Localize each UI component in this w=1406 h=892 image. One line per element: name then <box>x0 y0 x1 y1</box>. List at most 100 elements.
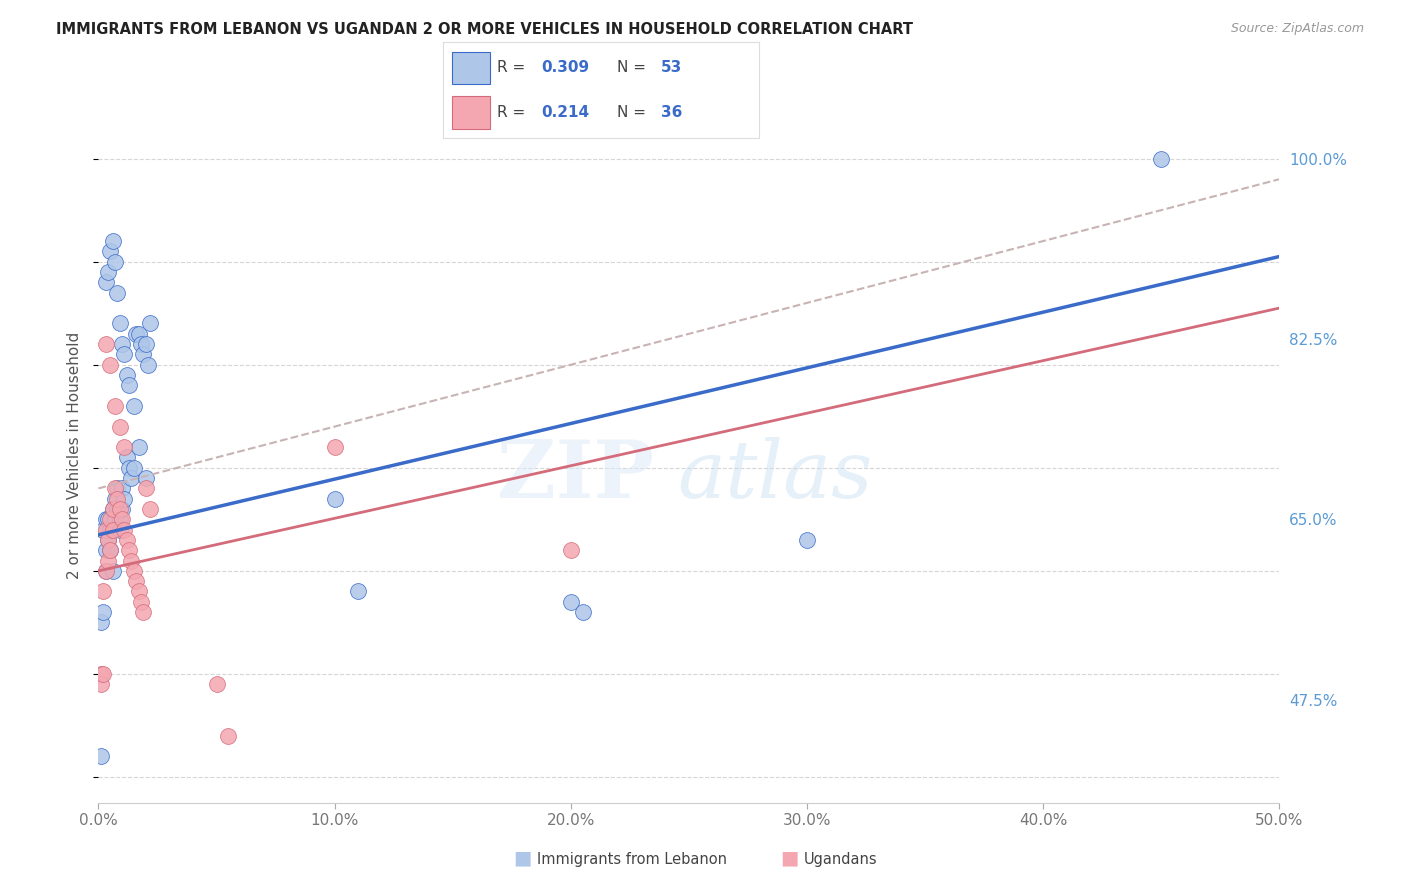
Point <box>122 564 145 578</box>
Point <box>98 543 121 558</box>
Point <box>112 523 135 537</box>
Point <box>129 595 152 609</box>
Point <box>104 254 127 268</box>
Point <box>139 502 162 516</box>
Text: N =: N = <box>617 104 651 120</box>
Text: IMMIGRANTS FROM LEBANON VS UGANDAN 2 OR MORE VEHICLES IN HOUSEHOLD CORRELATION C: IMMIGRANTS FROM LEBANON VS UGANDAN 2 OR … <box>56 22 914 37</box>
Point <box>108 502 131 516</box>
Point <box>104 399 127 413</box>
Point <box>135 337 157 351</box>
Text: ZIP: ZIP <box>496 437 654 515</box>
Text: Source: ZipAtlas.com: Source: ZipAtlas.com <box>1230 22 1364 36</box>
Point <box>105 502 128 516</box>
Point <box>94 564 117 578</box>
Point <box>796 533 818 547</box>
Text: 53: 53 <box>661 61 682 76</box>
Point <box>98 358 121 372</box>
Point <box>571 605 593 619</box>
Text: R =: R = <box>496 104 530 120</box>
Point <box>128 440 150 454</box>
Y-axis label: 2 or more Vehicles in Household: 2 or more Vehicles in Household <box>67 331 83 579</box>
Point <box>111 482 134 496</box>
Point <box>105 491 128 506</box>
Point <box>115 450 138 465</box>
Point <box>132 605 155 619</box>
Point <box>98 512 121 526</box>
Text: Immigrants from Lebanon: Immigrants from Lebanon <box>537 852 727 867</box>
Point <box>94 337 117 351</box>
Point <box>94 512 117 526</box>
Point <box>112 440 135 454</box>
Text: 36: 36 <box>661 104 682 120</box>
Point <box>90 749 112 764</box>
Point <box>128 326 150 341</box>
Point <box>132 347 155 361</box>
Point <box>111 512 134 526</box>
Point <box>97 553 120 567</box>
Point <box>94 564 117 578</box>
Point <box>111 502 134 516</box>
Point <box>91 667 114 681</box>
Point <box>104 482 127 496</box>
Point <box>118 460 141 475</box>
Point <box>94 543 117 558</box>
Point <box>125 326 148 341</box>
Point <box>98 523 121 537</box>
Point <box>97 533 120 547</box>
Point <box>94 523 117 537</box>
Point <box>135 471 157 485</box>
Point <box>98 244 121 259</box>
Point <box>121 553 143 567</box>
Point <box>122 460 145 475</box>
Point <box>139 317 162 331</box>
Text: 0.214: 0.214 <box>541 104 589 120</box>
Text: ■: ■ <box>513 848 531 867</box>
Point <box>118 378 141 392</box>
Point <box>112 491 135 506</box>
Point <box>125 574 148 589</box>
Point <box>323 491 346 506</box>
Point <box>101 564 124 578</box>
Point <box>91 523 114 537</box>
Point <box>101 523 124 537</box>
Point <box>97 533 120 547</box>
Point <box>94 275 117 289</box>
Point <box>1150 152 1173 166</box>
Point <box>91 584 114 599</box>
Point <box>108 317 131 331</box>
Point <box>101 502 124 516</box>
Point <box>90 615 112 630</box>
Point <box>108 419 131 434</box>
Point <box>118 543 141 558</box>
Point <box>98 543 121 558</box>
Text: ■: ■ <box>780 848 799 867</box>
Text: R =: R = <box>496 61 530 76</box>
Point <box>104 512 127 526</box>
Point <box>129 337 152 351</box>
Point <box>108 523 131 537</box>
Text: Ugandans: Ugandans <box>804 852 877 867</box>
Point <box>205 677 228 691</box>
Point <box>115 368 138 382</box>
Point <box>101 234 124 248</box>
Point <box>90 677 112 691</box>
Bar <box>453 52 491 85</box>
Point <box>136 358 159 372</box>
Point <box>121 471 143 485</box>
Point <box>560 543 582 558</box>
Text: 0.309: 0.309 <box>541 61 589 76</box>
Text: N =: N = <box>617 61 651 76</box>
Point <box>347 584 370 599</box>
Point <box>101 502 124 516</box>
Point <box>91 605 114 619</box>
Point <box>135 482 157 496</box>
Point <box>217 729 239 743</box>
Point <box>111 337 134 351</box>
Point <box>97 512 120 526</box>
Point <box>104 491 127 506</box>
Point <box>105 285 128 300</box>
Point <box>112 347 135 361</box>
Point <box>115 533 138 547</box>
Point <box>108 512 131 526</box>
Bar <box>453 95 491 128</box>
